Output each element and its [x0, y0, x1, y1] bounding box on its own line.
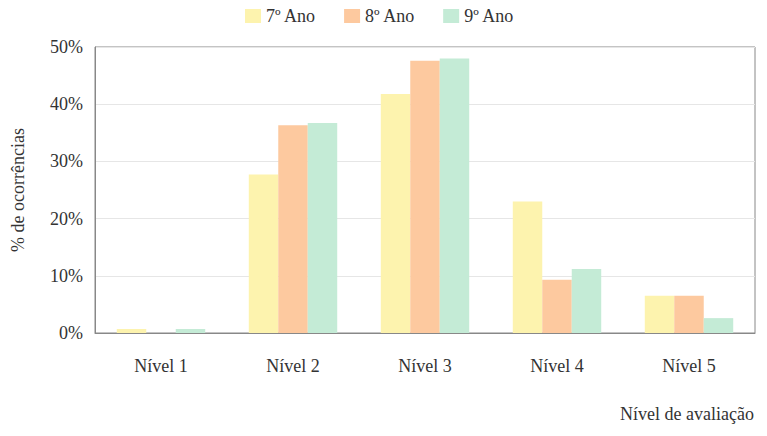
svg-text:0%: 0% — [59, 323, 83, 343]
svg-text:Nível 4: Nível 4 — [530, 356, 584, 376]
svg-text:7º Ano: 7º Ano — [266, 6, 315, 26]
svg-text:Nível de avaliação: Nível de avaliação — [620, 404, 754, 424]
svg-text:8º Ano: 8º Ano — [365, 6, 414, 26]
svg-text:50%: 50% — [50, 37, 83, 57]
svg-text:40%: 40% — [50, 94, 83, 114]
svg-text:% de ocorrências: % de ocorrências — [8, 128, 28, 252]
svg-text:9º Ano: 9º Ano — [464, 6, 513, 26]
svg-text:30%: 30% — [50, 151, 83, 171]
svg-text:Nível 5: Nível 5 — [662, 356, 716, 376]
svg-text:10%: 10% — [50, 266, 83, 286]
svg-text:20%: 20% — [50, 209, 83, 229]
svg-text:Nível 3: Nível 3 — [398, 356, 452, 376]
svg-text:Nível 2: Nível 2 — [266, 356, 320, 376]
svg-text:Nível 1: Nível 1 — [134, 356, 188, 376]
